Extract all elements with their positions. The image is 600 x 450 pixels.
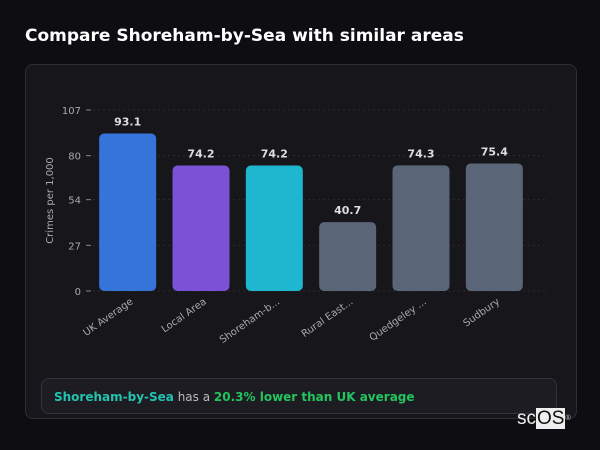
x-tick-label: Rural East... bbox=[300, 296, 356, 340]
y-tick-label: 0 bbox=[75, 287, 81, 298]
page-title: Compare Shoreham-by-Sea with similar are… bbox=[25, 26, 464, 46]
y-axis-label: Crimes per 1,000 bbox=[45, 157, 56, 244]
x-tick-label: Sudbury bbox=[462, 296, 503, 329]
x-tick-label: Shoreham-b... bbox=[218, 296, 282, 345]
x-tick-label: UK Average bbox=[81, 296, 135, 338]
y-tick-label: 80 bbox=[68, 152, 81, 163]
logo: scOS® bbox=[517, 408, 571, 429]
bar bbox=[245, 165, 303, 291]
data-label: 74.2 bbox=[261, 147, 288, 160]
bar bbox=[319, 222, 377, 291]
y-tick-label: 27 bbox=[68, 241, 81, 252]
bar bbox=[172, 165, 230, 291]
bar bbox=[465, 163, 523, 291]
x-tick-label: Local Area bbox=[160, 296, 209, 335]
data-label: 74.3 bbox=[407, 147, 434, 160]
data-label: 93.1 bbox=[114, 116, 141, 129]
summary-stat: 20.3% lower than UK average bbox=[213, 390, 415, 404]
summary-place: Shoreham-by-Sea bbox=[54, 390, 174, 404]
bar bbox=[392, 165, 450, 291]
data-label: 40.7 bbox=[334, 204, 361, 217]
data-label: 74.2 bbox=[187, 147, 214, 160]
y-tick-label: 54 bbox=[68, 196, 81, 207]
bar bbox=[99, 133, 157, 291]
y-tick-label: 107 bbox=[62, 106, 81, 117]
summary-text: has a bbox=[173, 390, 214, 404]
data-label: 75.4 bbox=[481, 145, 508, 158]
x-tick-label: Quedgeley ... bbox=[368, 296, 429, 343]
summary-box: Shoreham-by-Sea has a 20.3% lower than U… bbox=[41, 378, 557, 414]
